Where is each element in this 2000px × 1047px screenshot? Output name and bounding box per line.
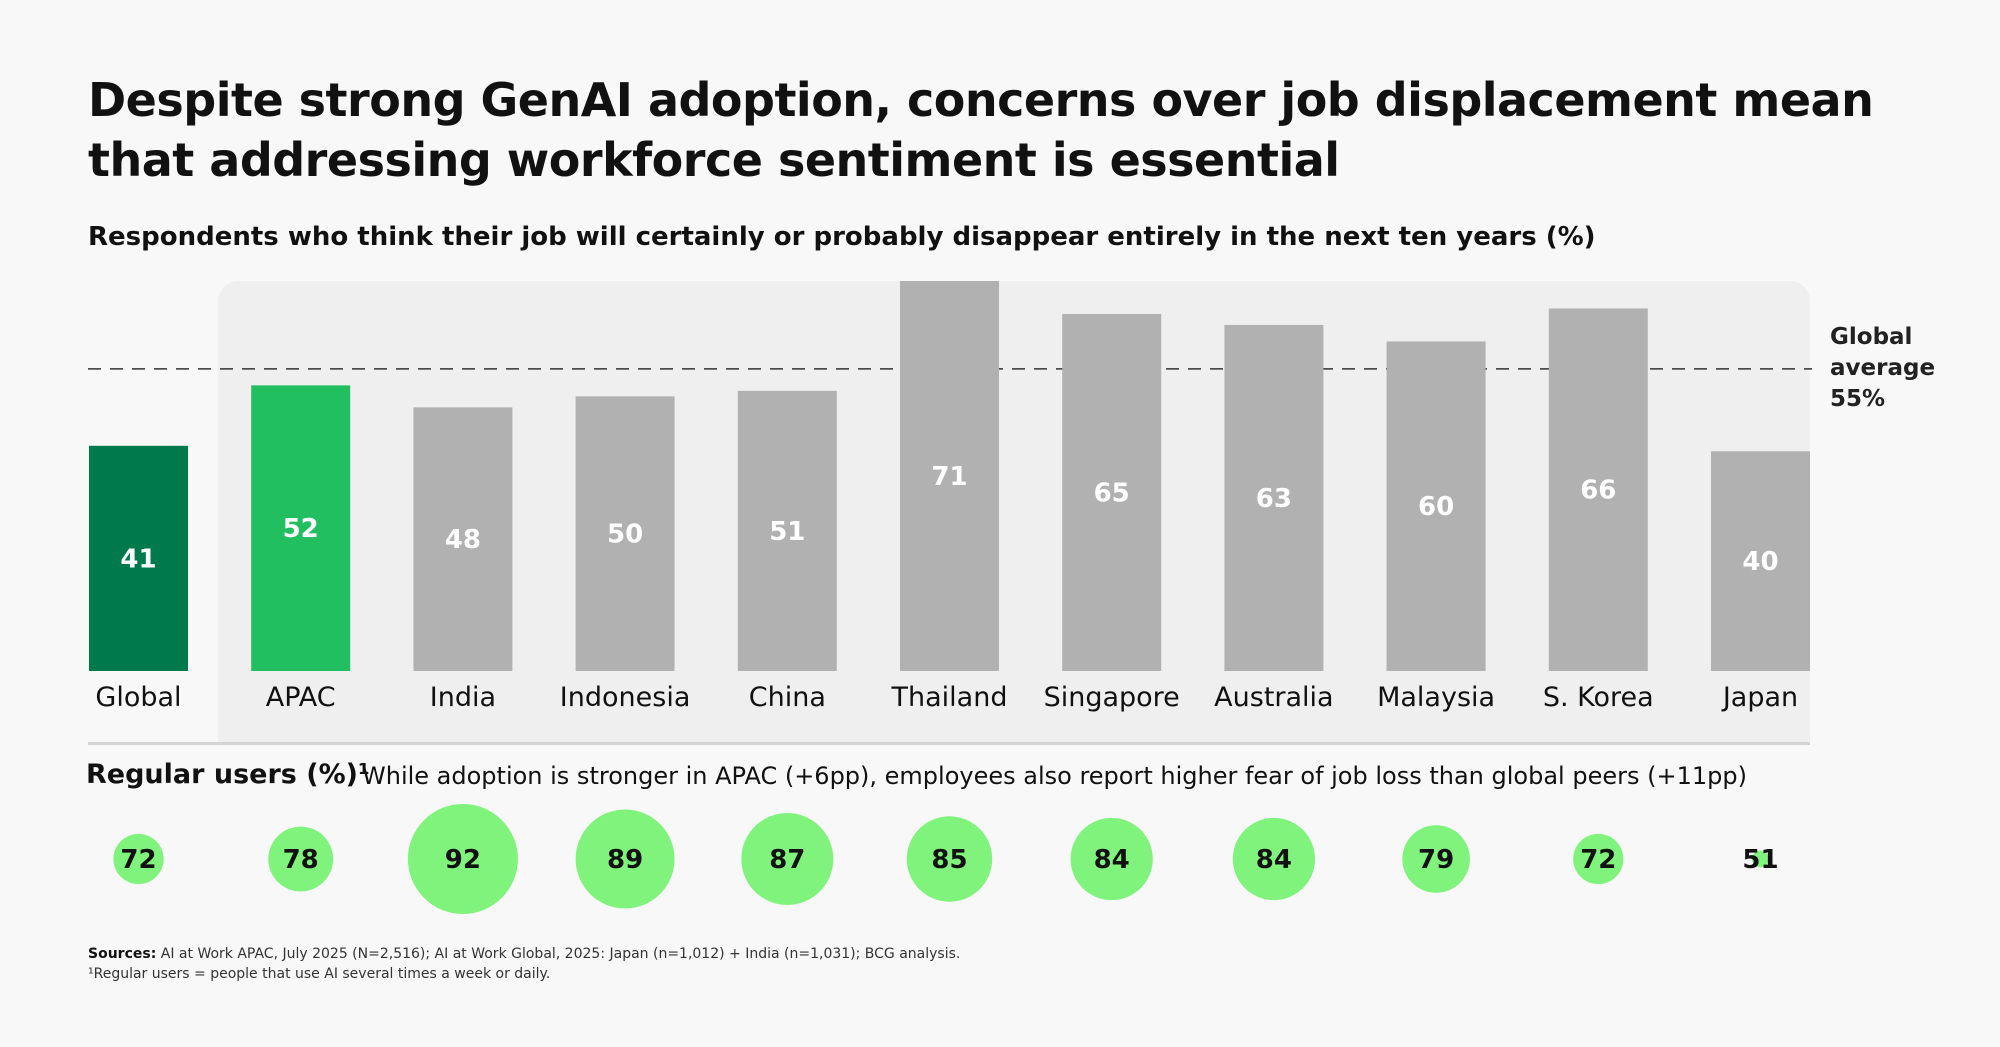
regular-users-value-global: 72	[120, 845, 156, 875]
bar-value-label-indonesia: 50	[607, 520, 643, 550]
category-label-australia: Australia	[1214, 682, 1333, 713]
bar-value-label-apac: 52	[283, 514, 319, 544]
page-title: Despite strong GenAI adoption, concerns …	[88, 73, 1874, 187]
category-label-apac: APAC	[266, 682, 336, 713]
regular-users-value-china: 87	[769, 845, 805, 875]
regular-users-bubble-china	[741, 813, 834, 905]
bar-value-label-global: 41	[120, 544, 156, 574]
bar-value-label-japan: 40	[1742, 547, 1778, 577]
bar-value-label-australia: 63	[1256, 484, 1292, 514]
regular-users-value-japan: 51	[1742, 845, 1778, 875]
regular-users-bubble-japan	[1752, 850, 1769, 868]
bar-value-label-india: 48	[445, 525, 481, 555]
global-average-label-line: Global	[1830, 324, 1913, 350]
bar-value-label-thailand: 71	[931, 462, 967, 492]
regular-users-value-s-korea: 72	[1580, 845, 1616, 875]
bar-value-label-s-korea: 66	[1580, 476, 1616, 506]
bar-singapore	[1062, 313, 1162, 671]
category-label-global: Global	[95, 682, 181, 713]
regular-users-value-apac: 78	[283, 845, 319, 875]
category-label-indonesia: Indonesia	[560, 682, 691, 713]
regular-users-bubble-singapore	[1070, 817, 1153, 901]
bar-value-label-china: 51	[769, 517, 805, 547]
regular-users-note: While adoption is stronger in APAC (+6pp…	[362, 762, 1747, 790]
bar-australia	[1224, 324, 1324, 671]
category-label-china: China	[749, 682, 826, 713]
chart-subtitle: Respondents who think their job will cer…	[88, 222, 1596, 252]
category-label-s-korea: S. Korea	[1543, 682, 1654, 713]
bar-malaysia	[1386, 341, 1486, 671]
sources-label: Sources:	[88, 946, 157, 962]
bar-japan	[1711, 451, 1810, 671]
bar-value-label-singapore: 65	[1094, 478, 1130, 508]
regular-users-bubble-indonesia	[575, 809, 675, 909]
bar-thailand	[900, 281, 999, 671]
category-label-thailand: Thailand	[891, 682, 1008, 713]
global-average-label-line: 55%	[1830, 386, 1886, 412]
regular-users-title: Regular users (%)¹	[86, 759, 370, 790]
regular-users-bubble-australia	[1232, 817, 1316, 901]
sources: Sources: AI at Work APAC, July 2025 (N=2…	[88, 944, 960, 984]
regular-users-value-india: 92	[445, 845, 481, 875]
category-label-india: India	[430, 682, 496, 713]
regular-users-bubble-thailand	[906, 816, 993, 902]
regular-users-value-australia: 84	[1256, 845, 1292, 875]
global-average-label-line: average	[1830, 355, 1936, 381]
bar-chart: 41 Global 72 52 APAC 78 48 India 92 50 Indonesia 89…	[88, 281, 1812, 914]
global-average-label: Global average 55%	[1830, 322, 1935, 415]
footnote: ¹Regular users = people that use AI seve…	[88, 966, 551, 982]
bar-value-label-malaysia: 60	[1418, 492, 1454, 522]
bar-apac	[251, 385, 351, 671]
bar-china	[737, 390, 837, 671]
regular-users-bubble-india	[407, 804, 518, 914]
category-label-japan: Japan	[1721, 682, 1798, 713]
regular-users-bubble-s-korea	[1573, 833, 1624, 885]
bar-india	[413, 407, 513, 671]
bar-indonesia	[575, 396, 675, 671]
regular-users-value-indonesia: 89	[607, 845, 643, 875]
category-label-malaysia: Malaysia	[1377, 682, 1495, 713]
category-label-singapore: Singapore	[1044, 682, 1180, 713]
sources-line: Sources: AI at Work APAC, July 2025 (N=2…	[88, 944, 960, 964]
regular-users-value-singapore: 84	[1094, 845, 1130, 875]
regular-users-bubble-apac	[268, 826, 334, 892]
regular-users-bubble-malaysia	[1402, 825, 1470, 893]
chart-baseline	[88, 742, 1810, 745]
bar-global	[89, 445, 188, 671]
sources-text: AI at Work APAC, July 2025 (N=2,516); AI…	[156, 946, 961, 962]
bar-s-korea	[1548, 308, 1648, 671]
regular-users-value-thailand: 85	[931, 845, 967, 875]
regular-users-bubble-global	[113, 833, 164, 885]
regular-users-value-malaysia: 79	[1418, 845, 1454, 875]
